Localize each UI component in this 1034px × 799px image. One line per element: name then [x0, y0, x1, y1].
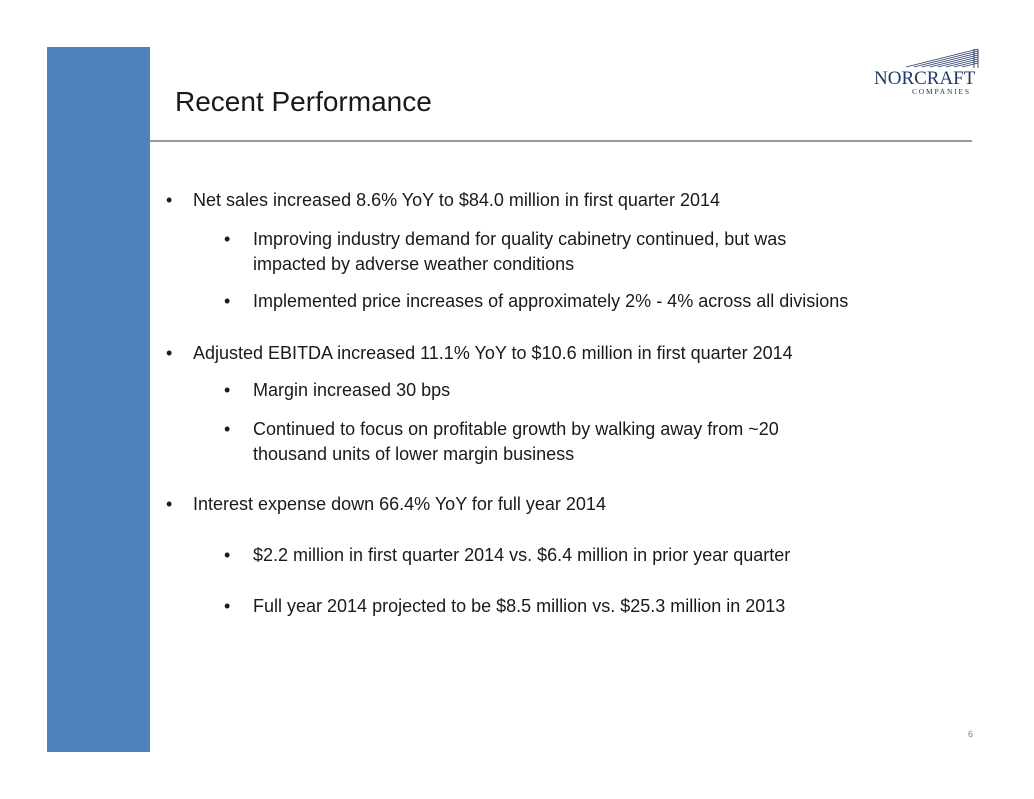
bullet-dot: • [166, 343, 173, 363]
bullet-dot: • [166, 494, 173, 514]
bullet-text-line-2: impacted by adverse weather conditions [253, 254, 575, 274]
logo-roof-icon [905, 48, 979, 68]
norcraft-logo: NORCRAFT COMPANIES [866, 47, 980, 97]
page-number: 6 [968, 729, 974, 739]
logo-wordmark: NORCRAFT [874, 68, 976, 89]
bullet-dot: • [224, 419, 231, 439]
bullet-text: Implemented price increases of approxima… [253, 291, 849, 311]
bullet-text: Full year 2014 projected to be $8.5 mill… [253, 596, 786, 616]
bullet-text: Net sales increased 8.6% YoY to $84.0 mi… [193, 190, 720, 210]
bullet-text: Adjusted EBITDA increased 11.1% YoY to $… [193, 343, 793, 363]
bullet-text: Margin increased 30 bps [253, 380, 451, 400]
bullet-text-line-1: Continued to focus on profitable growth … [253, 419, 779, 439]
accent-side-bar [47, 47, 150, 752]
bullet-dot: • [166, 190, 173, 210]
bullet-text: Interest expense down 66.4% YoY for full… [193, 494, 606, 514]
slide-title: Recent Performance [175, 86, 432, 117]
title-divider [150, 140, 972, 142]
bullet-dot: • [224, 380, 231, 400]
bullet-dot: • [224, 545, 231, 565]
bullet-text-line-1: Improving industry demand for quality ca… [253, 229, 787, 249]
bullet-dot: • [224, 291, 231, 311]
bullet-dot: • [224, 596, 231, 616]
logo-subtitle: COMPANIES [912, 87, 971, 96]
bullet-dot: • [224, 229, 231, 249]
bullet-text-line-2: thousand units of lower margin business [253, 444, 575, 464]
bullet-text: $2.2 million in first quarter 2014 vs. $… [253, 545, 791, 565]
